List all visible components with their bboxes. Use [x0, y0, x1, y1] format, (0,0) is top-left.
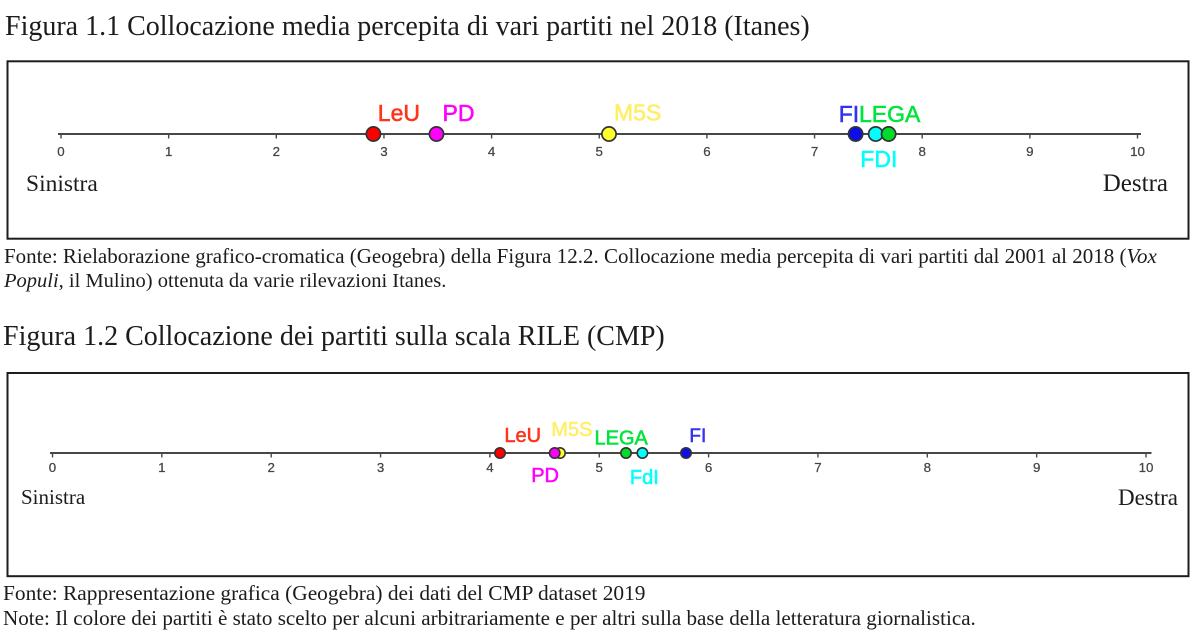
svg-text:Note: Il colore dei partiti è: Note: Il colore dei partiti è stato scel…	[3, 606, 976, 630]
svg-text:5: 5	[596, 460, 603, 475]
svg-text:5: 5	[596, 144, 603, 159]
svg-text:4: 4	[486, 460, 493, 475]
svg-text:0: 0	[57, 144, 64, 159]
svg-text:Figura 1.1 Collocazione media: Figura 1.1 Collocazione media percepita …	[5, 11, 810, 42]
svg-text:FI: FI	[839, 101, 859, 127]
svg-text:1: 1	[165, 144, 172, 159]
svg-text:9: 9	[1033, 460, 1040, 475]
svg-text:3: 3	[380, 144, 387, 159]
svg-text:FDI: FDI	[860, 146, 897, 172]
svg-text:4: 4	[488, 144, 495, 159]
svg-text:10: 10	[1139, 460, 1154, 475]
svg-text:LeU: LeU	[504, 425, 541, 447]
svg-text:7: 7	[814, 460, 821, 475]
svg-text:Figura 1.2 Collocazione dei pa: Figura 1.2 Collocazione dei partiti sull…	[3, 321, 665, 352]
svg-text:FI: FI	[689, 426, 706, 447]
svg-text:Fonte: Rappresentazione grafic: Fonte: Rappresentazione grafica (Geogebr…	[3, 581, 646, 605]
svg-text:Fonte: Rielaborazione grafico-: Fonte: Rielaborazione grafico-cromatica …	[4, 244, 1158, 268]
svg-text:2: 2	[273, 144, 280, 159]
svg-text:Destra: Destra	[1118, 485, 1178, 510]
svg-text:1: 1	[158, 460, 165, 475]
svg-text:6: 6	[705, 460, 712, 475]
svg-text:9: 9	[1026, 144, 1033, 159]
svg-text:10: 10	[1130, 144, 1145, 159]
svg-text:LEGA: LEGA	[595, 428, 649, 450]
svg-text:Destra: Destra	[1103, 170, 1168, 197]
svg-text:M5S: M5S	[614, 100, 661, 126]
svg-text:Sinistra: Sinistra	[21, 485, 86, 509]
svg-text:FdI: FdI	[630, 467, 659, 489]
svg-text:2: 2	[267, 460, 274, 475]
svg-text:PD: PD	[443, 100, 475, 126]
svg-text:LEGA: LEGA	[859, 101, 921, 127]
svg-text:M5S: M5S	[551, 419, 592, 441]
svg-text:8: 8	[918, 144, 925, 159]
svg-text:8: 8	[924, 460, 931, 475]
svg-text:7: 7	[811, 144, 818, 159]
svg-text:3: 3	[377, 460, 384, 475]
svg-text:0: 0	[49, 460, 56, 475]
svg-text:PD: PD	[531, 465, 559, 487]
svg-text:LeU: LeU	[378, 100, 420, 126]
svg-text:Populi, il Mulino) ottenuta da: Populi, il Mulino) ottenuta da varie ril…	[3, 270, 446, 292]
svg-text:6: 6	[703, 144, 710, 159]
svg-text:Sinistra: Sinistra	[26, 171, 98, 197]
